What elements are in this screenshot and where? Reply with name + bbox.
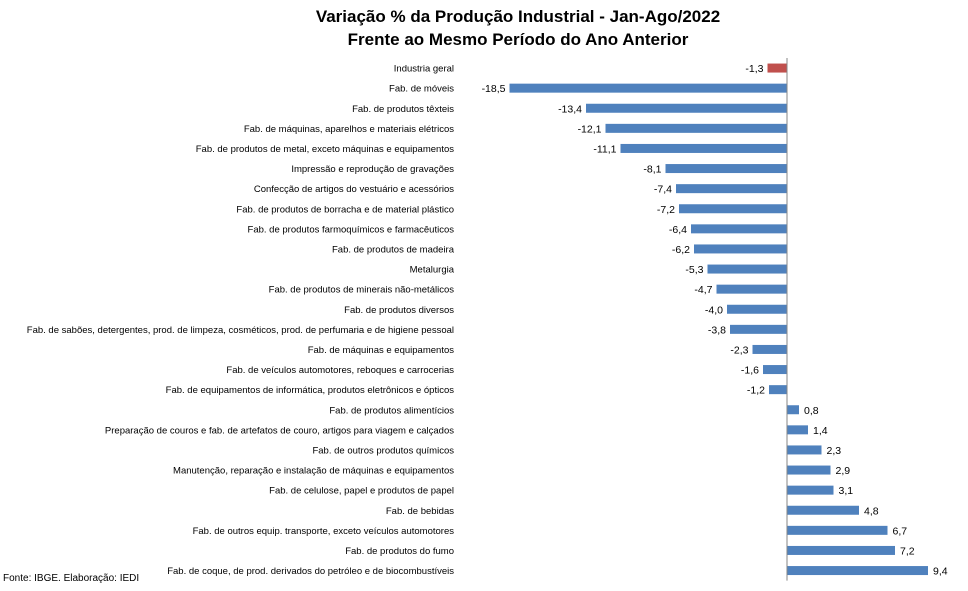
category-label: Fab. de produtos têxteis	[352, 104, 454, 115]
data-label: 0,8	[804, 405, 819, 417]
data-label: -8,1	[643, 164, 661, 176]
bar	[787, 465, 831, 475]
category-label: Fab. de produtos alimentícios	[329, 405, 454, 416]
bar	[509, 83, 787, 93]
category-label: Fab. de produtos de metal, exceto máquin…	[196, 144, 454, 155]
bar	[665, 164, 787, 174]
category-label: Preparação de couros e fab. de artefatos…	[105, 425, 454, 436]
category-label: Fab. de bebidas	[386, 506, 454, 517]
bar	[787, 485, 834, 495]
bar	[586, 103, 787, 113]
bar	[605, 123, 787, 133]
data-label: 1,4	[813, 425, 828, 437]
data-label: -5,3	[685, 264, 703, 276]
bar	[716, 284, 787, 294]
bar	[620, 143, 787, 153]
category-label: Fab. de equipamentos de informática, pro…	[166, 385, 455, 396]
source-note: Fonte: IBGE. Elaboração: IEDI	[3, 573, 140, 584]
category-label: Manutenção, reparação e instalação de má…	[173, 466, 454, 477]
data-label: -7,2	[657, 204, 675, 216]
bar	[727, 304, 787, 314]
category-label: Fab. de produtos de minerais não-metálic…	[269, 285, 455, 296]
category-label: Confecção de artigos do vestuário e aces…	[254, 184, 454, 195]
category-label: Fab. de sabões, detergentes, prod. de li…	[27, 325, 454, 336]
bar	[676, 184, 787, 194]
category-label: Fab. de veículos automotores, reboques e…	[226, 365, 454, 376]
category-label: Fab. de outros produtos químicos	[312, 445, 454, 456]
data-label: -12,1	[578, 123, 602, 135]
data-label: 2,9	[836, 465, 851, 477]
data-label: -3,8	[708, 324, 726, 336]
category-label: Fab. de móveis	[389, 84, 454, 95]
bar	[787, 445, 822, 455]
category-label: Fab. de máquinas e equipamentos	[308, 345, 455, 356]
bar	[787, 505, 859, 515]
category-label: Fab. de produtos do fumo	[345, 546, 454, 557]
bar	[707, 264, 787, 274]
category-label: Fab. de produtos de madeira	[332, 244, 455, 255]
category-label: Fab. de celulose, papel e produtos de pa…	[269, 486, 454, 497]
data-label: -1,3	[745, 63, 763, 75]
data-label: -13,4	[558, 103, 582, 115]
bar	[679, 204, 787, 214]
bar	[787, 525, 888, 535]
data-label: 9,4	[933, 566, 948, 578]
data-label: -2,3	[730, 344, 748, 356]
data-label: 7,2	[900, 545, 915, 557]
bar	[691, 224, 787, 234]
data-label: -7,4	[654, 184, 672, 196]
bar	[787, 545, 895, 555]
bar	[752, 344, 787, 354]
data-label: 4,8	[864, 505, 879, 517]
bar	[769, 385, 787, 395]
category-label: Fab. de produtos farmoquímicos e farmacê…	[248, 224, 455, 235]
plot-area: Industria geral -1,3 Fab. de móveis -18,5 Fa…	[27, 58, 948, 581]
data-label: -18,5	[482, 83, 506, 95]
data-label: -1,6	[741, 365, 759, 377]
bar	[730, 324, 787, 334]
category-label: Fab. de produtos diversos	[344, 305, 454, 316]
data-label: -1,2	[747, 385, 765, 397]
category-label: Fab. de produtos de borracha e de materi…	[236, 204, 454, 215]
category-label: Impressão e reprodução de gravações	[291, 164, 454, 175]
data-label: -11,1	[593, 143, 616, 155]
bar	[694, 244, 787, 254]
category-label: Fab. de máquinas, aparelhos e materiais …	[244, 124, 454, 135]
data-label: -4,0	[705, 304, 723, 316]
category-label: Fab. de outros equip. transporte, exceto…	[193, 526, 455, 537]
chart-title: Variação % da Produção Industrial - Jan-…	[316, 7, 720, 26]
data-label: 2,3	[827, 445, 842, 457]
data-label: -6,2	[672, 244, 690, 256]
chart-subtitle: Frente ao Mesmo Período do Ano Anterior	[348, 30, 689, 49]
data-label: 3,1	[839, 485, 854, 497]
bar	[787, 566, 928, 576]
bar	[767, 63, 787, 73]
category-label: Industria geral	[394, 64, 454, 75]
bar	[787, 405, 799, 415]
category-label: Fab. de coque, de prod. derivados do pet…	[167, 566, 454, 577]
data-label: -6,4	[669, 224, 687, 236]
bar	[787, 425, 808, 435]
data-label: -4,7	[694, 284, 712, 296]
data-label: 6,7	[893, 525, 908, 537]
category-label: Metalurgia	[410, 265, 455, 276]
bar	[763, 365, 787, 375]
